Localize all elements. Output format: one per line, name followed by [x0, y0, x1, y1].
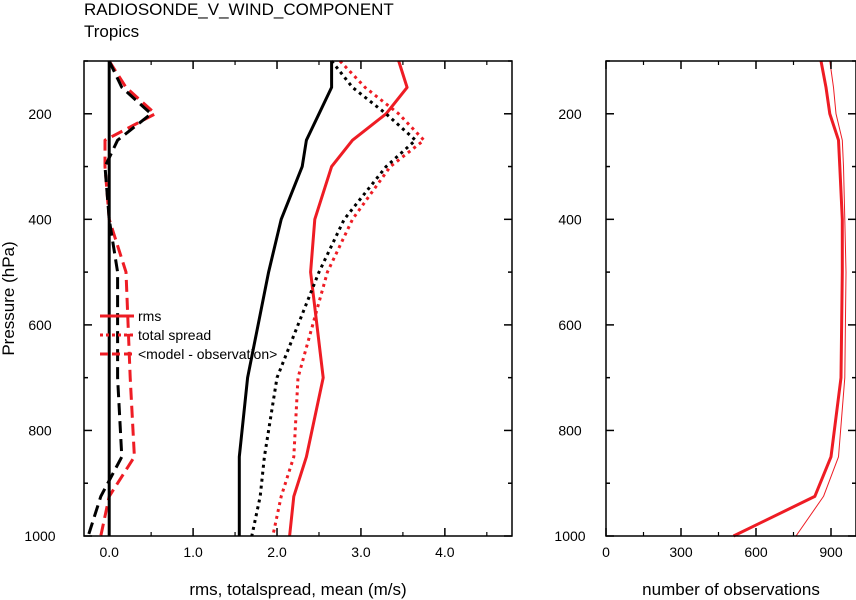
left-x-tick-label: 1.0 [183, 544, 203, 560]
right-y-tick-label: 800 [558, 422, 582, 438]
left-x-tick-label: 2.0 [267, 544, 287, 560]
left-y-tick-label: 200 [28, 106, 52, 122]
left-y-tick-label: 600 [28, 317, 52, 333]
left-y-tick-label: 800 [28, 422, 52, 438]
right-y-tick-label: 1000 [554, 528, 585, 544]
left-series-5-line [86, 60, 153, 537]
right-series-1-line [795, 60, 847, 537]
left-x-axis-label: rms, totalspread, mean (m/s) [189, 580, 406, 599]
left-x-tick-label: 4.0 [435, 544, 455, 560]
left-series-1-line [271, 59, 426, 537]
right-x-tick-label: 900 [819, 544, 843, 560]
right-x-axis-label: number of observations [642, 580, 820, 599]
right-plot-frame [605, 60, 856, 537]
legend-label-1: total spread [138, 327, 211, 343]
left-panel: 0.0 1.0 2.0 3.0 4.0 200 400 600 800 1000 rms, tota… [0, 59, 513, 599]
right-x-tick-label: 600 [744, 544, 768, 560]
right-y-tick-label: 200 [558, 106, 582, 122]
right-y-tick-label: 400 [558, 211, 582, 227]
left-series-4-line [250, 60, 417, 537]
left-series-0-line [288, 60, 409, 537]
left-y-tick-label: 400 [28, 211, 52, 227]
left-plot-frame [83, 60, 513, 537]
legend-label-0: rms [138, 308, 161, 324]
right-series-0-line [732, 60, 844, 538]
right-x-tick-label: 0 [602, 544, 610, 560]
left-x-tick-label: 0.0 [99, 544, 119, 560]
left-y-axis-label: Pressure (hPa) [0, 241, 18, 355]
legend: rms total spread <model - observation> [100, 308, 277, 362]
right-panel: 0 300 600 900 200 400 600 800 1000 number of obse… [554, 60, 856, 599]
right-y-tick-label: 600 [558, 317, 582, 333]
left-y-tick-label: 1000 [24, 528, 55, 544]
legend-label-2: <model - observation> [138, 346, 277, 362]
chart-subtitle: Tropics [84, 22, 139, 41]
chart-title: RADIOSONDE_V_WIND_COMPONENT [84, 0, 394, 19]
left-x-tick-label: 3.0 [351, 544, 371, 560]
right-x-tick-label: 300 [669, 544, 693, 560]
left-series-3-line [237, 61, 334, 536]
